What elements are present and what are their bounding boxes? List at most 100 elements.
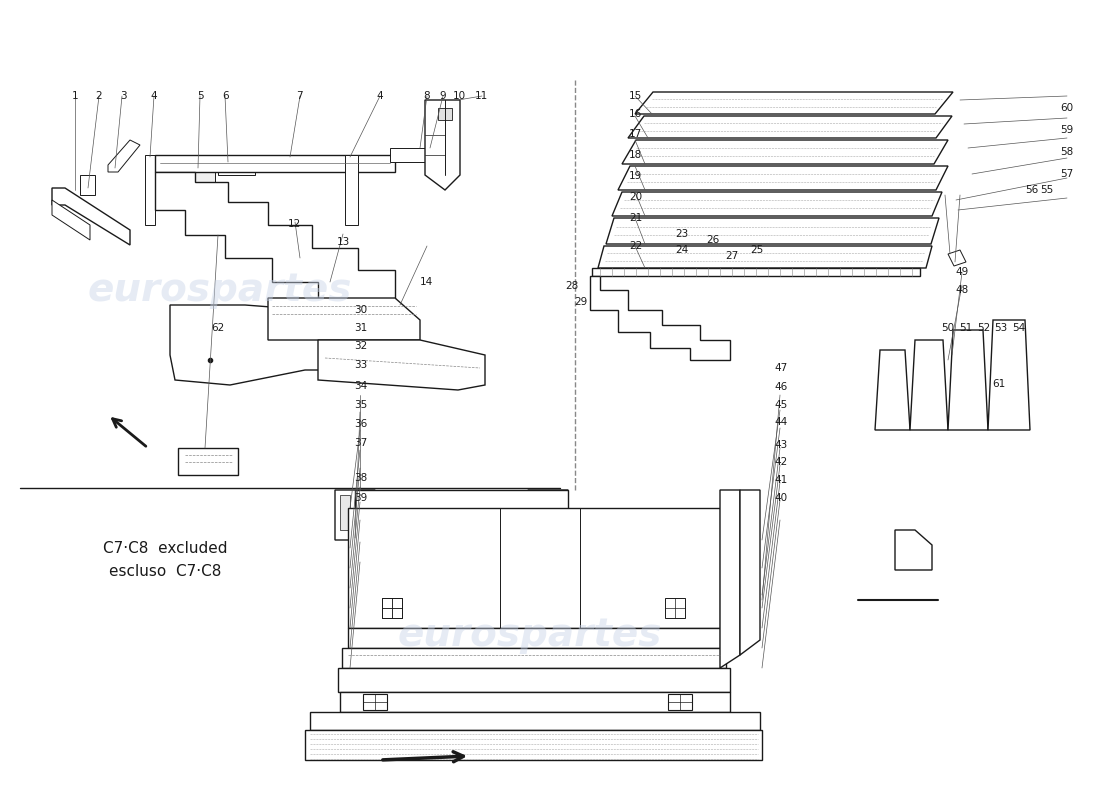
Polygon shape (170, 305, 340, 385)
Polygon shape (355, 490, 568, 538)
Polygon shape (740, 490, 760, 655)
Text: 40: 40 (774, 493, 788, 502)
Polygon shape (185, 168, 214, 192)
Text: 15: 15 (629, 91, 642, 101)
Text: 20: 20 (629, 192, 642, 202)
Text: 33: 33 (354, 360, 367, 370)
Text: 45: 45 (774, 400, 788, 410)
Text: 1: 1 (72, 91, 78, 101)
Text: 51: 51 (959, 323, 972, 333)
Text: eurospartes: eurospartes (88, 271, 352, 309)
Text: 49: 49 (956, 267, 969, 277)
Text: 59: 59 (1060, 125, 1074, 134)
Polygon shape (598, 246, 932, 268)
Text: 9: 9 (439, 91, 446, 101)
Text: 42: 42 (774, 458, 788, 467)
Polygon shape (348, 628, 720, 648)
Text: 54: 54 (1012, 323, 1025, 333)
Polygon shape (910, 340, 948, 430)
Text: 36: 36 (354, 419, 367, 429)
Text: 39: 39 (354, 493, 367, 502)
Text: 17: 17 (629, 130, 642, 139)
Polygon shape (548, 490, 562, 530)
Text: 4: 4 (151, 91, 157, 101)
Polygon shape (342, 648, 726, 668)
Polygon shape (305, 730, 762, 760)
Polygon shape (80, 175, 95, 195)
Text: 4: 4 (376, 91, 383, 101)
Text: 18: 18 (629, 150, 642, 160)
Polygon shape (338, 668, 730, 692)
Polygon shape (948, 330, 988, 430)
Polygon shape (528, 490, 568, 535)
Polygon shape (268, 298, 420, 340)
Text: 23: 23 (675, 229, 689, 238)
Text: 47: 47 (774, 363, 788, 373)
Text: 46: 46 (774, 382, 788, 392)
Polygon shape (340, 692, 730, 712)
Text: 30: 30 (354, 306, 367, 315)
Polygon shape (621, 140, 948, 164)
Text: 50: 50 (942, 323, 955, 333)
Text: 55: 55 (1041, 186, 1054, 195)
Text: 14: 14 (420, 277, 433, 286)
Polygon shape (592, 268, 920, 276)
Text: 52: 52 (977, 323, 990, 333)
Text: 26: 26 (706, 235, 719, 245)
Polygon shape (590, 276, 730, 360)
Polygon shape (668, 694, 692, 710)
Text: 5: 5 (197, 91, 204, 101)
Text: 16: 16 (629, 109, 642, 118)
Polygon shape (52, 200, 90, 240)
Text: 22: 22 (629, 242, 642, 251)
Polygon shape (635, 92, 953, 114)
Polygon shape (310, 712, 760, 730)
Polygon shape (348, 588, 720, 608)
Polygon shape (948, 250, 966, 266)
Polygon shape (988, 320, 1030, 430)
Text: C7·C8  excluded
escluso  C7·C8: C7·C8 excluded escluso C7·C8 (102, 542, 228, 578)
Polygon shape (382, 598, 402, 618)
Text: 6: 6 (222, 91, 229, 101)
Text: 48: 48 (956, 285, 969, 294)
Text: 53: 53 (994, 323, 1008, 333)
Polygon shape (874, 350, 910, 430)
Text: 34: 34 (354, 381, 367, 390)
Polygon shape (348, 510, 720, 528)
Polygon shape (218, 162, 255, 175)
Text: 31: 31 (354, 323, 367, 333)
Text: 13: 13 (337, 237, 350, 246)
Polygon shape (363, 694, 387, 710)
Polygon shape (382, 598, 402, 618)
Text: 3: 3 (120, 91, 127, 101)
Polygon shape (720, 490, 740, 668)
Polygon shape (345, 155, 358, 225)
Polygon shape (895, 530, 932, 570)
Text: 60: 60 (1060, 103, 1074, 113)
Polygon shape (348, 548, 720, 568)
Polygon shape (612, 192, 942, 216)
Text: 2: 2 (96, 91, 102, 101)
Text: 35: 35 (354, 400, 367, 410)
Polygon shape (108, 140, 140, 172)
Text: 19: 19 (629, 171, 642, 181)
Text: 44: 44 (774, 418, 788, 427)
Polygon shape (390, 148, 430, 162)
Text: 11: 11 (475, 91, 488, 101)
Text: 21: 21 (629, 213, 642, 222)
Text: 56: 56 (1025, 186, 1038, 195)
Text: 43: 43 (774, 440, 788, 450)
Text: 25: 25 (750, 245, 763, 254)
Polygon shape (666, 598, 685, 618)
Polygon shape (178, 448, 238, 475)
Polygon shape (628, 116, 952, 138)
Text: 12: 12 (288, 219, 301, 229)
Text: 58: 58 (1060, 147, 1074, 157)
Text: 7: 7 (296, 91, 303, 101)
Text: 32: 32 (354, 341, 367, 350)
Polygon shape (348, 568, 720, 588)
Polygon shape (155, 155, 395, 172)
Polygon shape (348, 528, 720, 548)
Text: 29: 29 (574, 298, 587, 307)
Text: 10: 10 (453, 91, 466, 101)
